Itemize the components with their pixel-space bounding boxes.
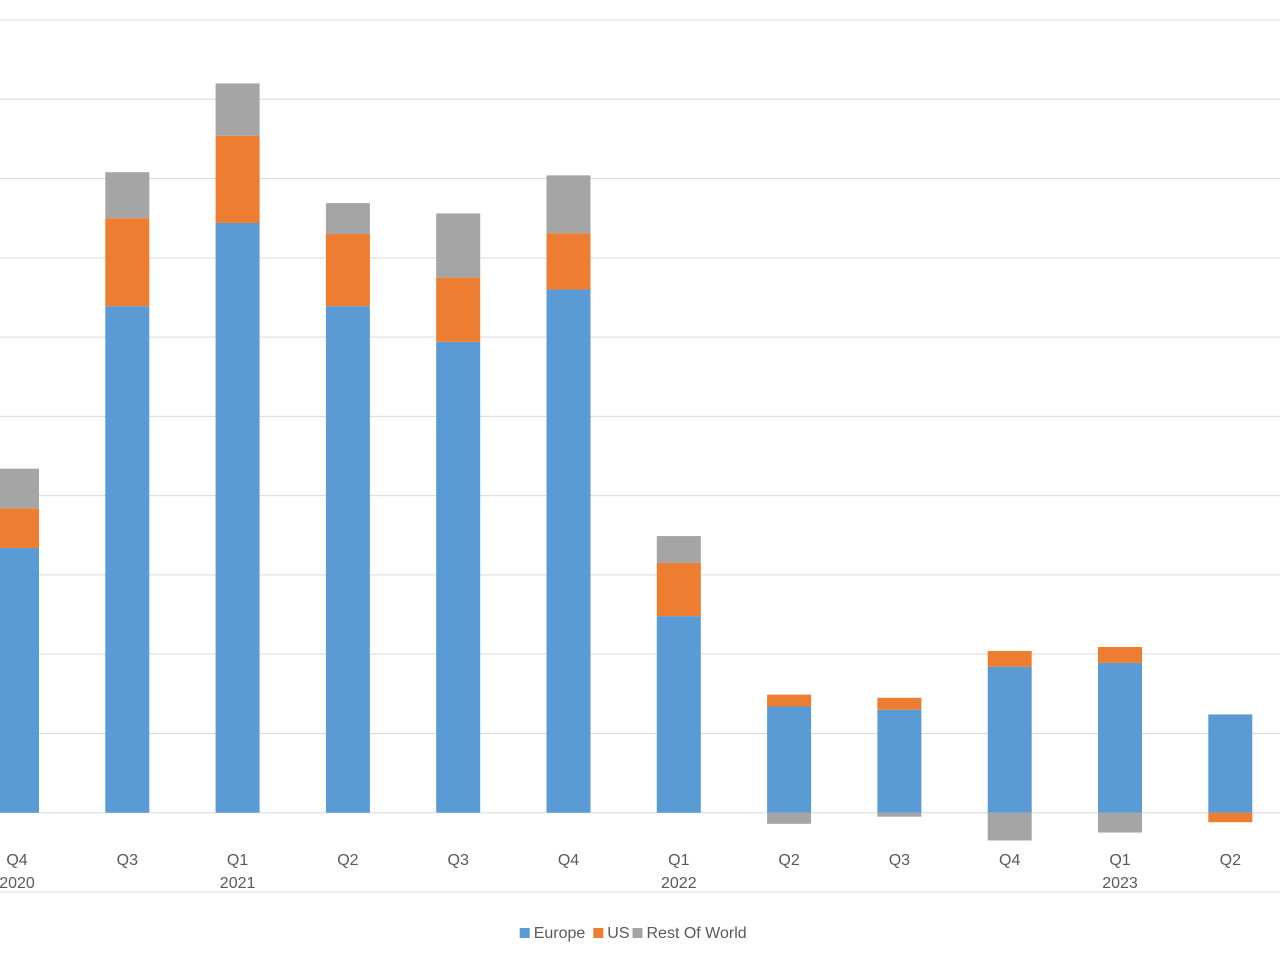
bar-segment: [215, 83, 260, 136]
bar-segment: [105, 306, 150, 813]
bar-segment: [877, 709, 922, 813]
x-tick-label: Q4: [999, 852, 1020, 869]
bar-segment: [987, 651, 1032, 667]
x-tick-label: Q2: [1220, 852, 1241, 869]
x-group-label: 2023: [1102, 875, 1138, 892]
x-tick-label: Q4: [558, 852, 579, 869]
bar-segment: [987, 666, 1032, 813]
x-tick-label: Q1: [1109, 852, 1130, 869]
x-tick-label: Q3: [448, 852, 469, 869]
bar-segment: [877, 697, 922, 710]
bar-segment: [325, 234, 370, 307]
x-tick-label: Q2: [337, 852, 358, 869]
bar-segment: [767, 812, 812, 824]
bar-segment: [436, 277, 481, 342]
bar-segment: [105, 218, 150, 307]
legend-label: Rest Of World: [647, 925, 747, 942]
legend-swatch: [519, 928, 530, 938]
bar-segment: [1208, 812, 1253, 823]
bar-segment: [767, 694, 812, 707]
bar-segment: [1208, 714, 1253, 813]
x-group-label: 2022: [661, 875, 697, 892]
bar-segment: [546, 289, 591, 813]
bar-segment: [546, 175, 591, 234]
bar-segment: [1098, 812, 1142, 833]
x-group-label: 2021: [220, 875, 256, 892]
x-group-label: 2020: [0, 875, 35, 892]
legend-swatch: [632, 928, 643, 938]
bar-segment: [877, 812, 922, 817]
x-tick-label: Q3: [117, 852, 138, 869]
x-tick-label: Q4: [6, 852, 27, 869]
x-tick-label: Q3: [889, 852, 910, 869]
bar-segment: [325, 203, 370, 235]
bar-segment: [215, 135, 260, 223]
x-tick-label: Q2: [778, 852, 799, 869]
x-tick-label: Q1: [227, 852, 248, 869]
bar-segment: [656, 563, 701, 617]
legend-swatch: [593, 928, 604, 938]
bar-segment: [656, 536, 701, 564]
bar-segment: [987, 812, 1032, 841]
bar-segment: [0, 547, 39, 813]
bar-segment: [546, 233, 591, 290]
bar-segment: [656, 616, 701, 813]
x-tick-label: Q1: [668, 852, 689, 869]
bar-segment: [0, 508, 39, 548]
bar-segment: [1098, 662, 1142, 813]
legend-label: US: [607, 925, 629, 942]
bar-segment: [105, 172, 150, 219]
bar-segment: [767, 706, 812, 813]
bar-segment: [215, 222, 260, 813]
bar-segment: [436, 341, 481, 813]
legend-label: Europe: [534, 925, 586, 942]
bar-segment: [436, 213, 481, 278]
bar-segment: [1098, 647, 1142, 663]
bar-segment: [325, 306, 370, 813]
bar-segment: [0, 468, 39, 509]
